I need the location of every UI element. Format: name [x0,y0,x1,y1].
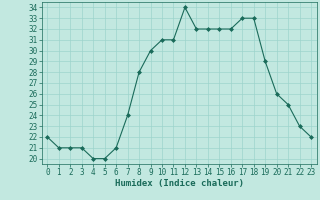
X-axis label: Humidex (Indice chaleur): Humidex (Indice chaleur) [115,179,244,188]
